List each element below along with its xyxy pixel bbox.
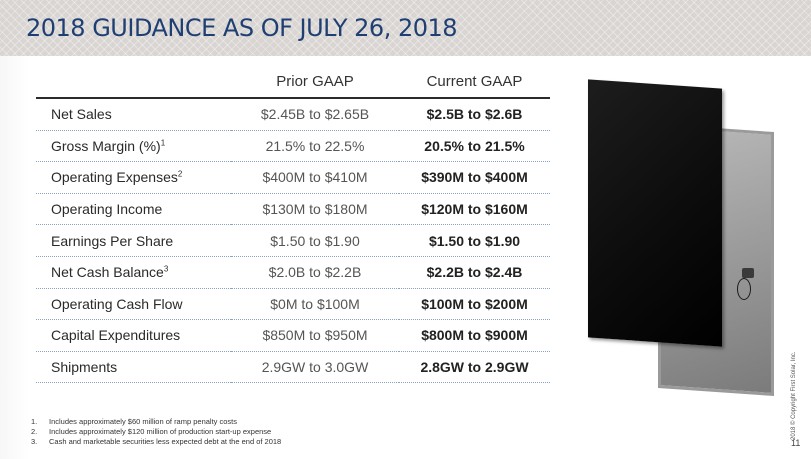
current-gaap-value: 20.5% to 21.5% (399, 130, 550, 163)
footnote-number: 1. (31, 417, 38, 426)
prior-gaap-value: $130M to $180M (231, 193, 399, 226)
solar-panel-front-image (588, 79, 722, 347)
row-label-cell: Operating Cash Flow (36, 288, 231, 321)
prior-gaap-value: $0M to $100M (231, 288, 399, 321)
footnote: 2. Includes approximately $120 million o… (31, 427, 281, 437)
footnote-marker: 1 (160, 138, 166, 148)
footnote-marker: 2 (177, 169, 183, 179)
footnote-number: 2. (31, 427, 38, 436)
footnote-number: 3. (31, 437, 38, 446)
header-prior-gaap: Prior GAAP (231, 66, 399, 99)
row-label: Gross Margin (%) (51, 137, 161, 154)
current-gaap-value: $1.50 to $1.90 (399, 224, 550, 257)
row-label-cell: Net Cash Balance3 (36, 256, 231, 289)
prior-gaap-value: $850M to $950M (231, 319, 399, 352)
row-label: Operating Expenses (51, 169, 178, 186)
junction-box-icon (742, 268, 754, 278)
row-label: Earnings Per Share (51, 232, 174, 249)
row-label-cell: Shipments (36, 351, 231, 384)
row-label-cell: Gross Margin (%)1 (36, 130, 231, 163)
table-row: Operating Expenses2 $400M to $410M $390M t… (36, 161, 550, 194)
table-row: Earnings Per Share $1.50 to $1.90 $1.50 to… (36, 224, 550, 257)
table-row: Operating Income $130M to $180M $120M to $… (36, 193, 550, 226)
footnote-text: Cash and marketable securities less expe… (49, 437, 282, 446)
row-label: Operating Cash Flow (51, 295, 183, 312)
footnote: 1. Includes approximately $60 million of… (31, 417, 281, 427)
row-label: Net Cash Balance (51, 264, 164, 281)
prior-gaap-value: $1.50 to $1.90 (231, 224, 399, 257)
guidance-table: Prior GAAP Current GAAP Net Sales $2.45B … (36, 66, 550, 384)
current-gaap-value: 2.8GW to 2.9GW (399, 351, 550, 384)
copyright-text: 2018 © Copyright First Solar, Inc. (791, 351, 797, 440)
footnote-text: Includes approximately $60 million of ra… (49, 417, 238, 426)
header-current-gaap: Current GAAP (399, 66, 550, 99)
footnotes: 1. Includes approximately $60 million of… (31, 417, 281, 447)
prior-gaap-value: $2.45B to $2.65B (231, 98, 399, 131)
footnote: 3. Cash and marketable securities less e… (31, 437, 281, 447)
row-label-cell: Net Sales (36, 98, 231, 131)
current-gaap-value: $2.2B to $2.4B (399, 256, 550, 289)
current-gaap-value: $100M to $200M (399, 288, 550, 321)
current-gaap-value: $390M to $400M (399, 161, 550, 194)
table-row: Operating Cash Flow $0M to $100M $100M to … (36, 288, 550, 321)
row-label-cell: Operating Income (36, 193, 231, 226)
title-banner: 2018 GUIDANCE AS OF JULY 26, 2018 (0, 0, 811, 56)
footnote-marker: 3 (163, 264, 169, 274)
row-label-cell: Capital Expenditures (36, 319, 231, 352)
row-label: Operating Income (51, 201, 163, 218)
table-row: Net Sales $2.45B to $2.65B $2.5B to $2.6B (36, 98, 550, 131)
table-row: Capital Expenditures $850M to $950M $800M … (36, 319, 550, 352)
table-row: Shipments 2.9GW to 3.0GW 2.8GW to 2.9GW (36, 351, 550, 384)
table-row: Gross Margin (%)1 21.5% to 22.5% 20.5% to … (36, 130, 550, 163)
table-row: Net Cash Balance3 $2.0B to $2.2B $2.2B to … (36, 256, 550, 289)
row-label-cell: Operating Expenses2 (36, 161, 231, 194)
row-label-cell: Earnings Per Share (36, 224, 231, 257)
prior-gaap-value: 2.9GW to 3.0GW (231, 351, 399, 384)
prior-gaap-value: 21.5% to 22.5% (231, 130, 399, 163)
table-header-row: Prior GAAP Current GAAP (36, 66, 550, 99)
current-gaap-value: $800M to $900M (399, 319, 550, 352)
current-gaap-value: $2.5B to $2.6B (399, 98, 550, 131)
row-label: Shipments (51, 359, 118, 376)
row-label: Net Sales (51, 106, 112, 123)
current-gaap-value: $120M to $160M (399, 193, 550, 226)
header-label (36, 66, 231, 99)
prior-gaap-value: $2.0B to $2.2B (231, 256, 399, 289)
row-label: Capital Expenditures (51, 327, 181, 344)
page-number: 11 (791, 438, 801, 448)
prior-gaap-value: $400M to $410M (231, 161, 399, 194)
slide-title: 2018 GUIDANCE AS OF JULY 26, 2018 (26, 14, 458, 42)
footnote-text: Includes approximately $120 million of p… (49, 427, 272, 436)
cable-icon (737, 278, 751, 300)
